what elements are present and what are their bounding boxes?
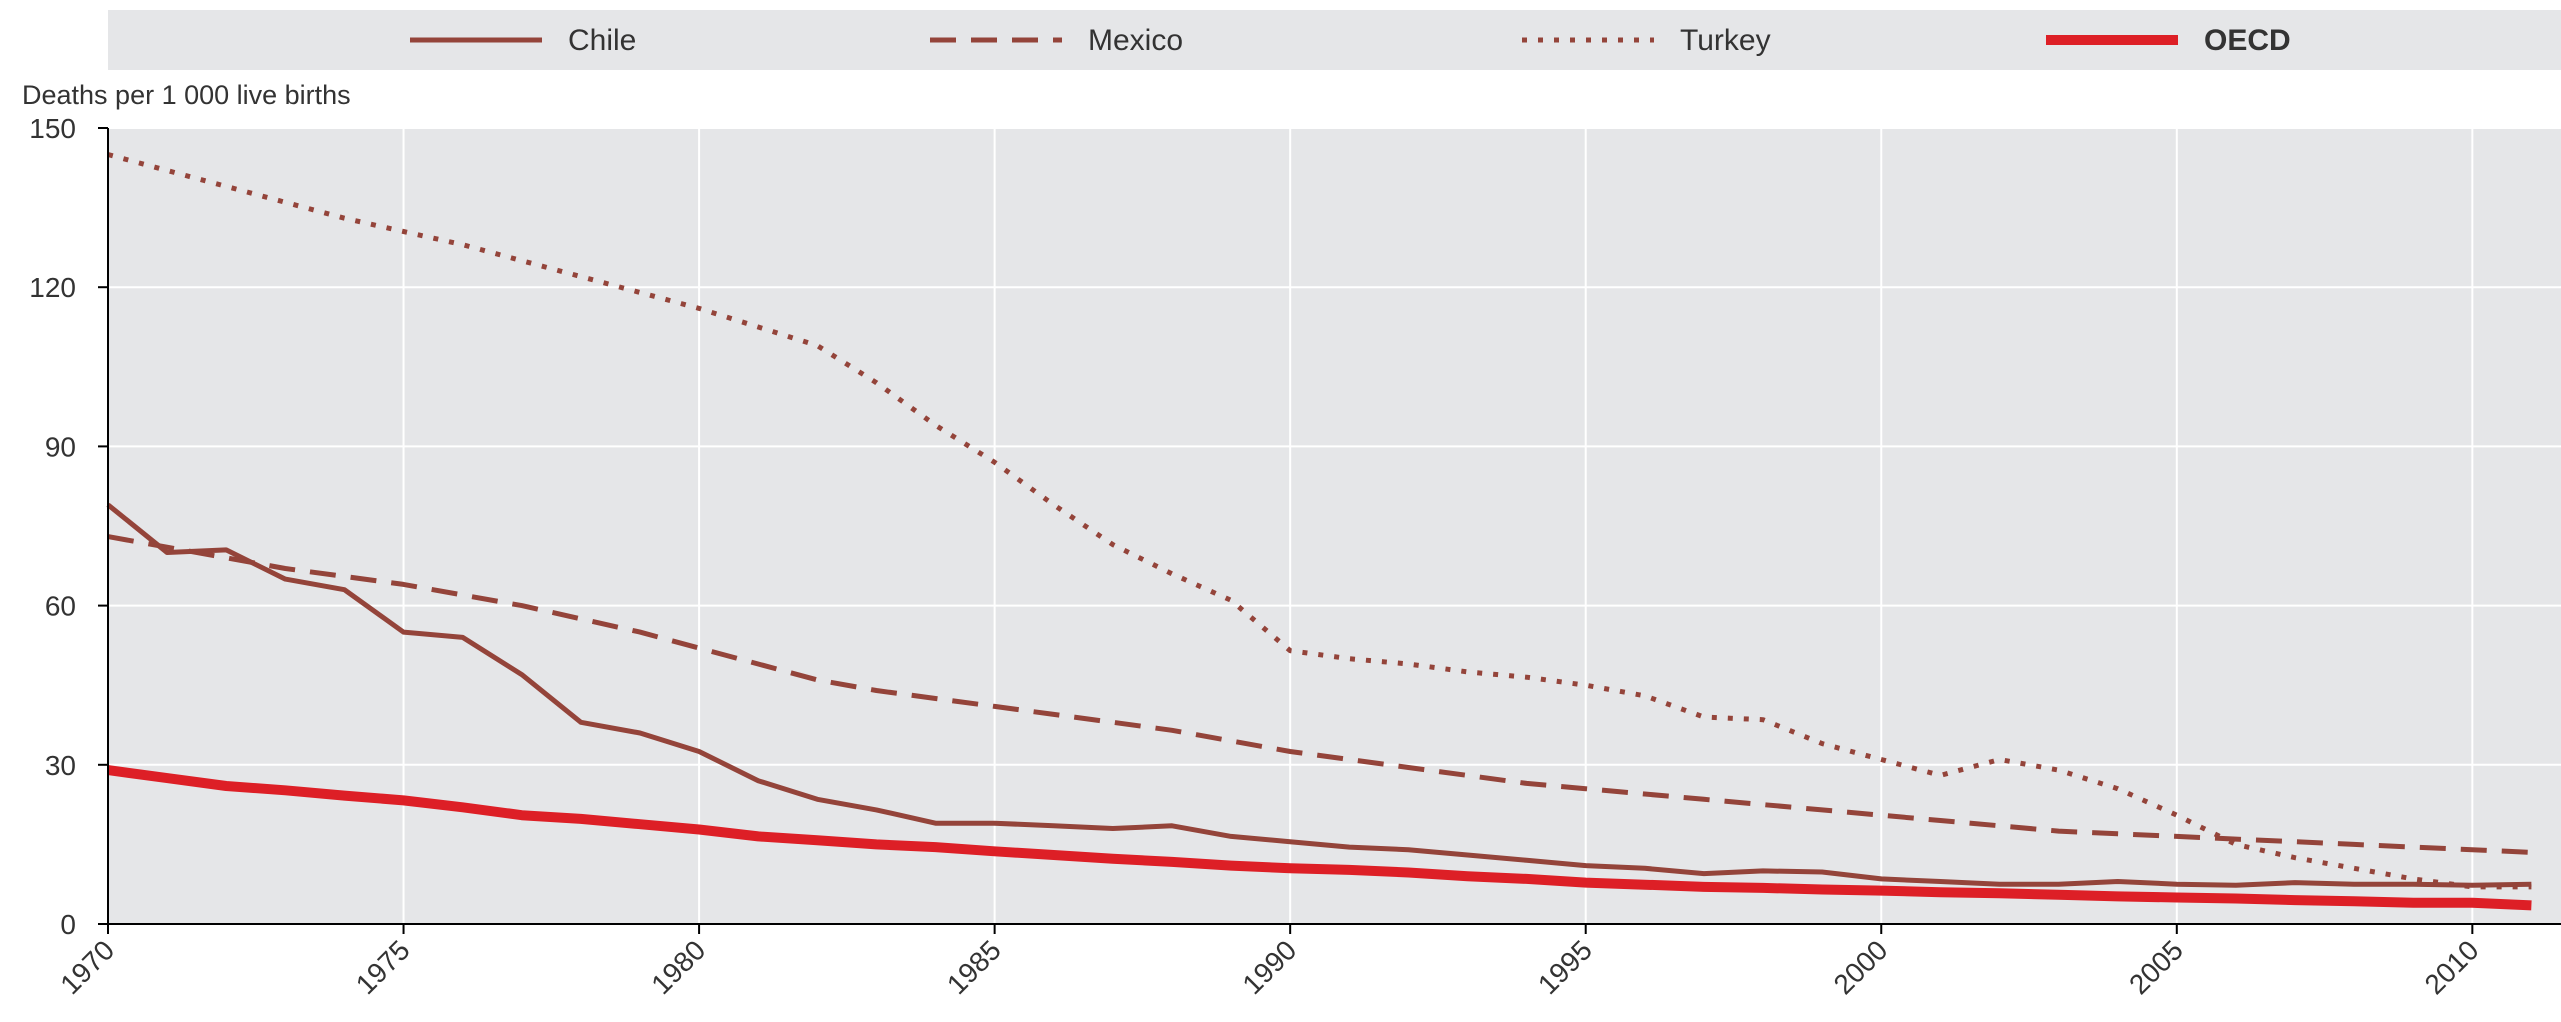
series-line-chile	[106, 502, 2532, 888]
y-tick-label-120: 120	[29, 272, 76, 303]
x-tick-label-1995: 1995	[1532, 934, 1598, 1000]
legend-label-chile: Chile	[568, 24, 636, 57]
gridlines	[108, 127, 2561, 924]
x-tick-label-1985: 1985	[941, 934, 1007, 1000]
y-tick-label-150: 150	[29, 113, 76, 144]
y-tick-label-90: 90	[45, 431, 76, 462]
legend-label-mexico: Mexico	[1088, 24, 1183, 57]
series-lines	[106, 152, 2532, 911]
y-tick-label-30: 30	[45, 750, 76, 781]
series-line-oecd	[107, 765, 2532, 911]
x-tick-label-1970: 1970	[54, 934, 120, 1000]
y-tick-label-0: 0	[60, 909, 76, 940]
x-tick-label-1980: 1980	[645, 934, 711, 1000]
x-tick-label-1990: 1990	[1236, 934, 1302, 1000]
plot-area	[108, 128, 2561, 924]
x-tick-label-2000: 2000	[1828, 934, 1894, 1000]
legend-label-oecd: OECD	[2204, 24, 2291, 57]
x-tick-label-2010: 2010	[2419, 934, 2485, 1000]
y-axis-label: Deaths per 1 000 live births	[22, 80, 351, 110]
legend: Chile Mexico Turkey OECD	[410, 24, 2291, 57]
x-tick-label-1975: 1975	[350, 934, 416, 1000]
x-tick-label-2005: 2005	[2123, 934, 2189, 1000]
y-tick-label-60: 60	[45, 591, 76, 622]
series-line-mexico	[107, 534, 2532, 855]
legend-label-turkey: Turkey	[1680, 24, 1771, 57]
series-line-turkey	[107, 152, 2532, 890]
